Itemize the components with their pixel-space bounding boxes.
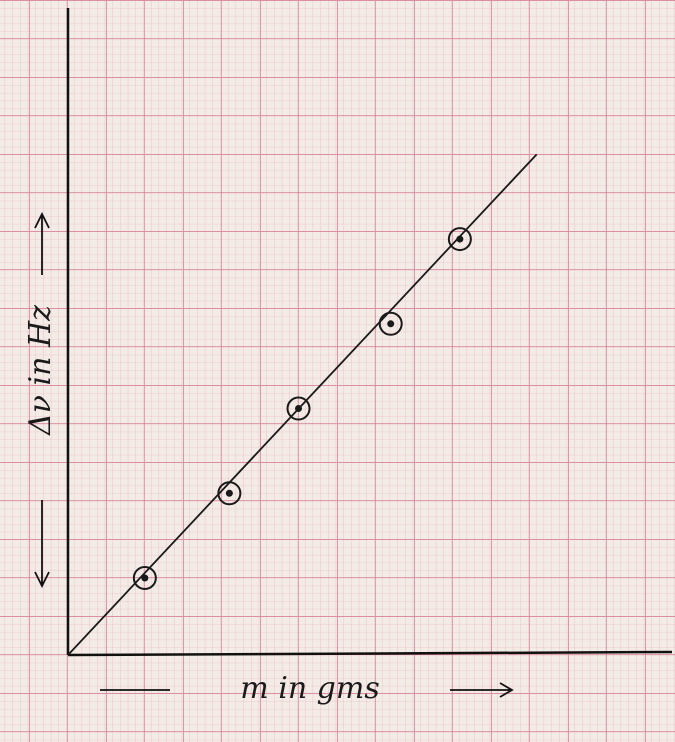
point-dot <box>141 574 148 581</box>
chart: m in gms Δν in Hz <box>0 0 675 742</box>
point-dot <box>387 320 394 327</box>
point-dot <box>456 236 463 243</box>
x-axis-label: m in gms <box>240 671 379 706</box>
point-dot <box>226 490 233 497</box>
y-axis-label: Δν in Hz <box>23 305 58 436</box>
point-dot <box>295 405 302 412</box>
graph-paper <box>0 0 675 742</box>
